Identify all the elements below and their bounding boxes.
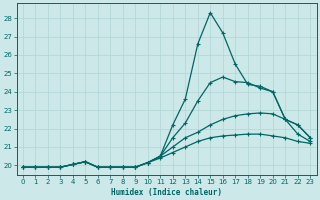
X-axis label: Humidex (Indice chaleur): Humidex (Indice chaleur)	[111, 188, 222, 197]
